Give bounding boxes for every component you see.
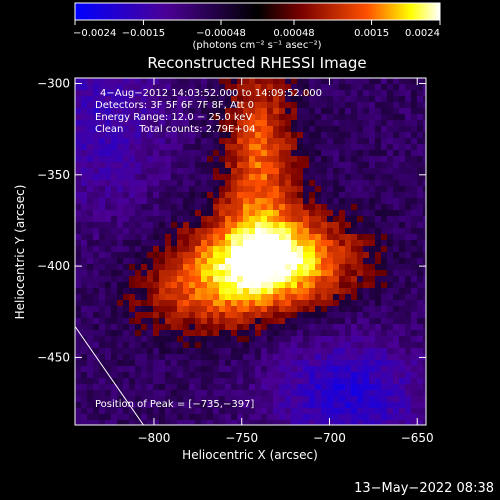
x-axis-label: Heliocentric X (arcsec) [182, 448, 318, 462]
colorbar-ticks: −0.0024 −0.0015 −0.00048 0.00048 0.0015 0.002… [73, 20, 441, 39]
colorbar [74, 2, 441, 21]
colorbar-tick-label: −0.0015 [122, 28, 165, 39]
axis-ticks: −800 −750 −700 −650 −300 −350 −400 −450 [37, 76, 434, 445]
annotation-time-range: 4−Aug−2012 14:03:52.000 to 14:09:52.000 [100, 88, 322, 99]
x-tick-label: −700 [313, 431, 346, 445]
colorbar-tick-label: −0.00048 [196, 28, 246, 39]
x-tick-label: −750 [225, 431, 258, 445]
render-timestamp: 13−May−2022 08:38 [354, 481, 494, 496]
x-tick-label: −650 [401, 431, 434, 445]
y-tick-label: −400 [37, 259, 70, 273]
colorbar-tick-label: 0.0024 [405, 28, 440, 39]
colorbar-tick-label: 0.00048 [273, 28, 314, 39]
x-tick-label: −800 [137, 431, 170, 445]
solar-limb-line [75, 326, 144, 425]
y-axis-label: Heliocentric Y (arcsec) [13, 185, 27, 320]
colorbar-label: (photons cm⁻² s⁻¹ asec⁻²) [192, 40, 321, 51]
colorbar-tick-label: −0.0024 [73, 28, 116, 39]
annotation-detectors: Detectors: 3F 5F 6F 7F 8F, Att 0 [95, 100, 254, 111]
y-tick-label: −450 [37, 350, 70, 364]
y-tick-label: −300 [37, 76, 70, 90]
peak-position-label: Position of Peak = [−735,−397] [95, 399, 254, 410]
annotation-energy-range: Energy Range: 12.0 − 25.0 keV [95, 112, 252, 123]
plot-frame [74, 77, 427, 426]
heatmap-image [75, 78, 426, 425]
y-tick-label: −350 [37, 168, 70, 182]
annotation-clean-counts: Clean Total counts: 2.79E+04 [95, 124, 255, 135]
chart-title: Reconstructed RHESSI Image [147, 54, 366, 72]
colorbar-tick-label: 0.0015 [354, 28, 389, 39]
